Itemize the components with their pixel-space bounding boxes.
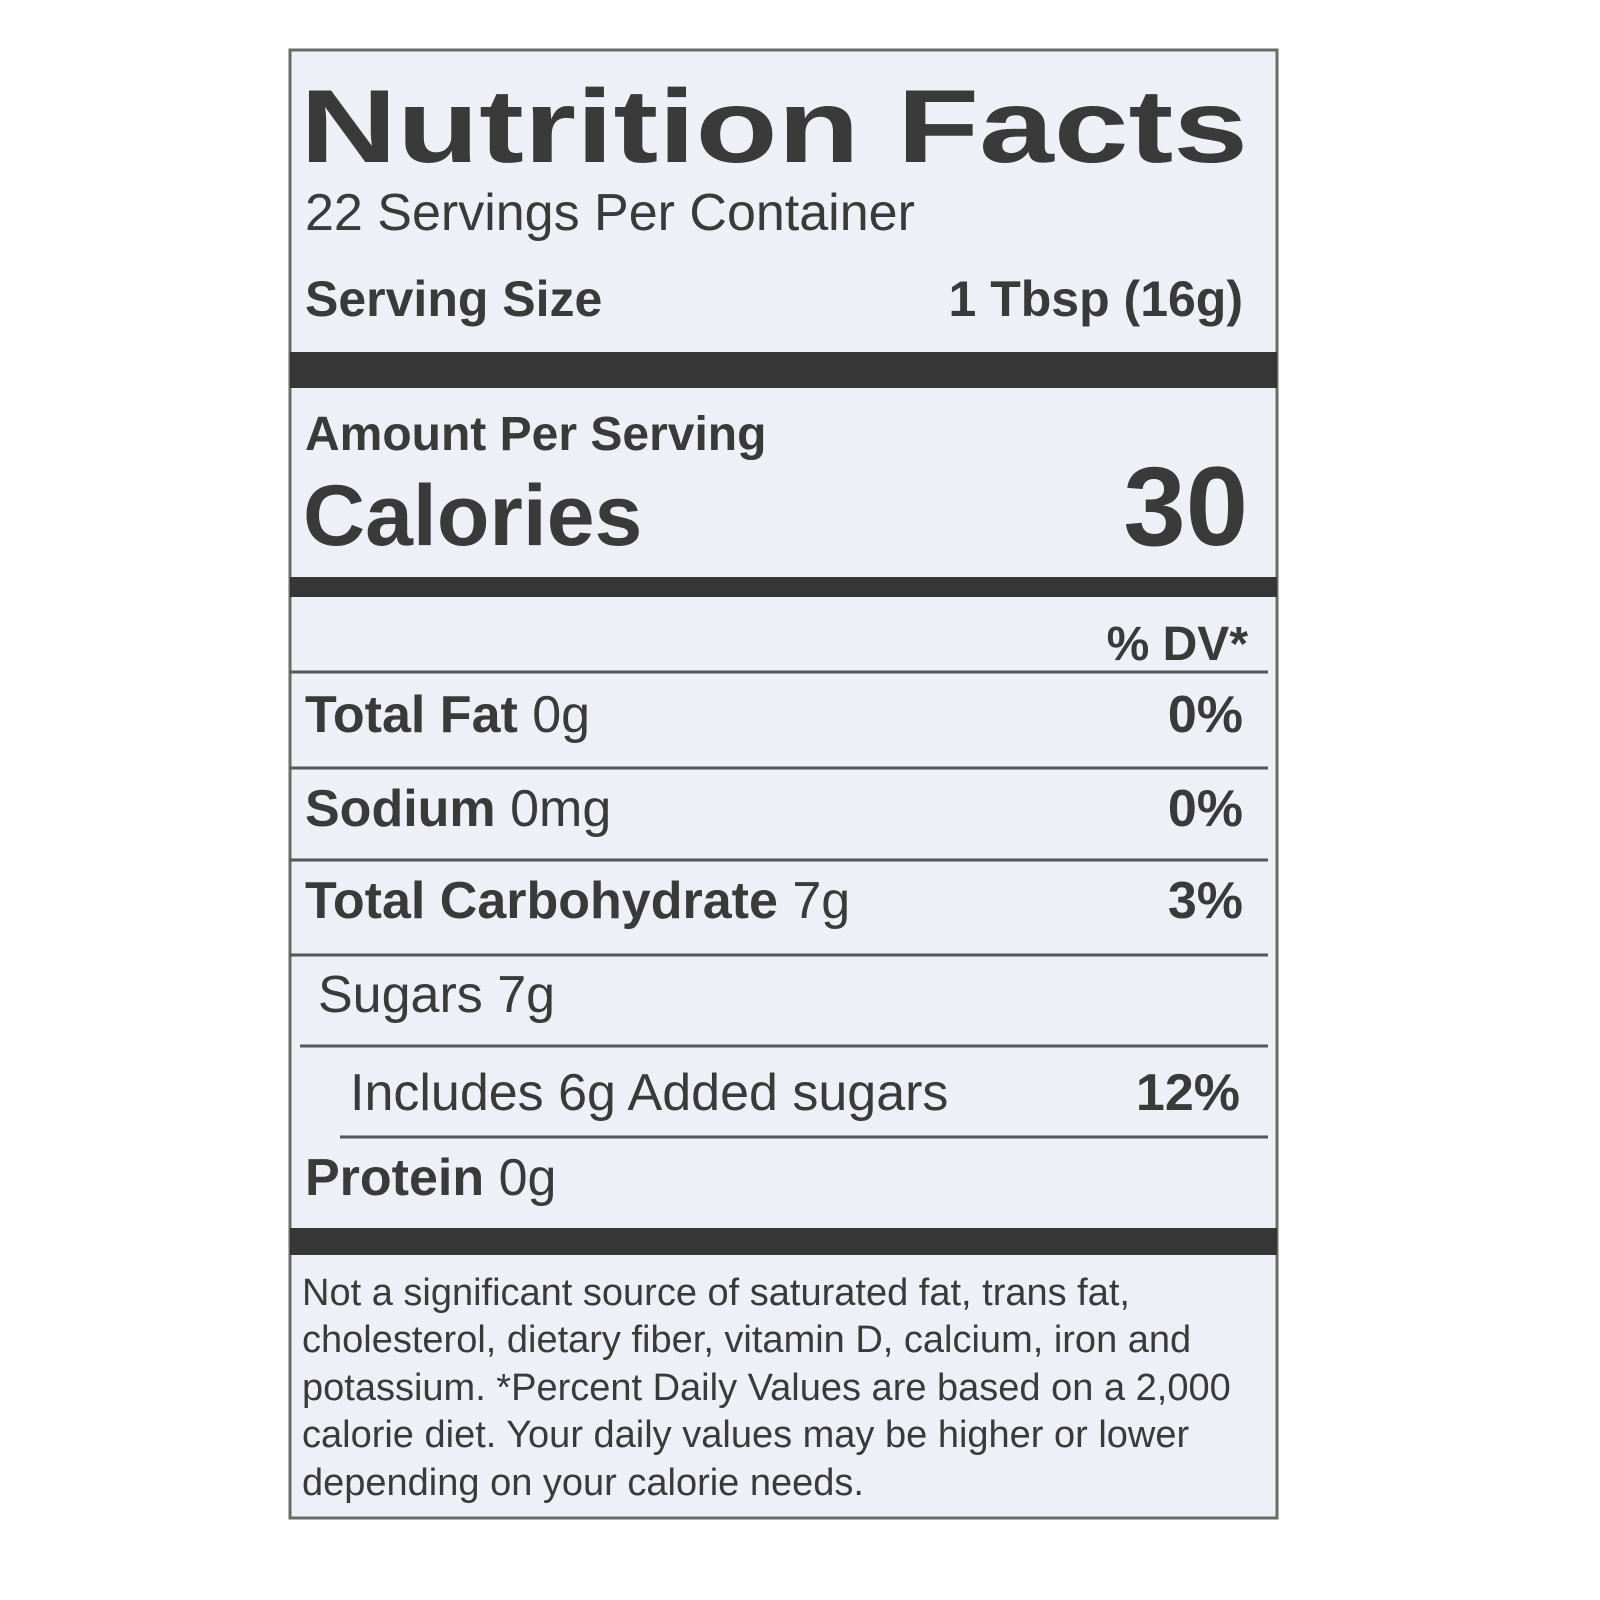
nutrient-row: Protein 0g [305,1149,556,1207]
footnote-line: calorie diet. Your daily values may be h… [302,1414,1190,1456]
nutrient-amount: 0mg [510,780,611,838]
nutrient-sub-row: Includes 6g Added sugars [350,1064,948,1122]
medium-bar [290,577,1277,597]
calories-label: Calories [303,468,642,564]
footnote: Not a significant source of saturated fa… [302,1272,1231,1504]
thick-bar [290,352,1277,388]
footnote-line: depending on your calorie needs. [302,1462,864,1504]
thick-bar [290,1228,1277,1255]
nutrient-name: Protein [305,1149,484,1207]
nutrient-dv: 3% [1168,872,1243,930]
nutrient-row: Total Fat 0g [305,686,590,744]
nutrient-row: Sodium 0mg [305,780,611,838]
nutrient-row: Total Carbohydrate 7g [305,872,850,930]
nutrient-amount: 7g [792,872,850,930]
nutrient-dv: 0% [1168,780,1243,838]
serving-size-label: Serving Size [305,271,602,327]
serving-size-value: 1 Tbsp (16g) [949,271,1243,327]
footnote-line: potassium. *Percent Daily Values are bas… [302,1367,1231,1409]
nutrient-amount: 0g [532,686,590,744]
nutrient-dv: 0% [1168,686,1243,744]
dv-header: % DV* [1107,618,1249,671]
amount-per-serving: Amount Per Serving [305,408,766,461]
nutrient-name: Sodium [305,780,496,838]
nutrient-dv: 12% [1136,1064,1240,1122]
servings: 22 Servings Per Container [305,184,915,242]
nutrient-name: Total Carbohydrate [305,872,778,930]
footnote-line: Not a significant source of saturated fa… [302,1272,1130,1314]
calories-value: 30 [1123,444,1248,569]
footnote-line: cholesterol, dietary fiber, vitamin D, c… [302,1319,1191,1361]
nutrient-name: Total Fat [305,686,518,744]
nutrient-sub-row: Sugars 7g [318,966,555,1024]
nutrient-amount: 0g [499,1149,557,1207]
title: Nutrition Facts [300,69,1248,185]
label-box [288,48,1279,1520]
